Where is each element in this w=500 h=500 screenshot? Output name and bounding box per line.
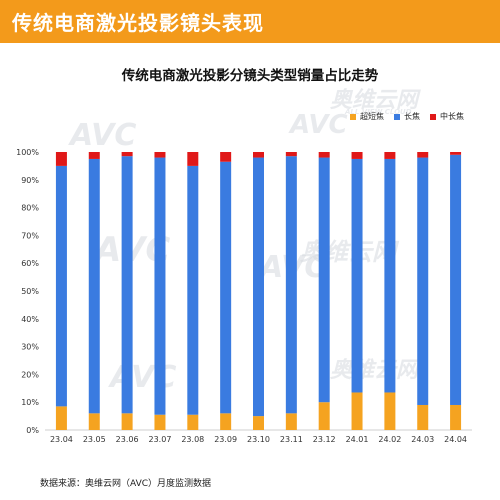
- bar-segment-series-2: [285, 152, 297, 157]
- bar-segment-series-2: [384, 152, 396, 159]
- x-tick-label: 24.01: [346, 435, 369, 444]
- y-tick-label: 50%: [21, 287, 39, 296]
- bar-segment-series-1: [351, 158, 363, 393]
- legend-label-long: 长焦: [404, 112, 420, 121]
- bar-segment-series-2: [121, 152, 133, 157]
- bar-segment-series-0: [187, 414, 199, 430]
- y-tick-label: 90%: [21, 176, 39, 185]
- legend-swatch-ultra-short: [350, 113, 356, 120]
- x-tick-label: 23.10: [247, 435, 270, 444]
- bar-segment-series-1: [55, 165, 67, 407]
- legend-label-mid-long: 中长焦: [440, 112, 464, 121]
- bar-segment-series-1: [318, 157, 330, 403]
- x-tick-label: 24.04: [444, 435, 467, 444]
- bar-segment-series-1: [154, 157, 166, 415]
- legend-label-ultra-short: 超短焦: [360, 112, 384, 121]
- bar-segment-series-1: [450, 154, 462, 405]
- watermark-en-top-right: ALL VIEW CLOUD: [345, 108, 412, 116]
- y-tick-label: 40%: [21, 315, 39, 324]
- x-tick-label: 23.11: [280, 435, 303, 444]
- y-tick-label: 60%: [21, 259, 39, 268]
- chart-title: 传统电商激光投影分镜头类型销量占比走势: [121, 68, 379, 84]
- bar-segment-series-1: [88, 158, 100, 414]
- banner-title: 传统电商激光投影镜头表现: [12, 11, 264, 35]
- x-tick-label: 24.03: [411, 435, 434, 444]
- legend-swatch-mid-long: [430, 113, 436, 120]
- bar-segment-series-0: [384, 392, 396, 430]
- bar-segment-series-2: [253, 152, 264, 158]
- bar-segment-series-0: [318, 402, 330, 430]
- watermark-brand-bottom: 奥维云网: [330, 358, 419, 383]
- bar-segment-series-1: [253, 157, 264, 417]
- bar-segment-series-2: [88, 152, 100, 159]
- legend-item-mid-long: 中长焦: [430, 111, 464, 122]
- bar-segment-series-0: [450, 404, 462, 430]
- bar-segment-series-2: [450, 152, 462, 155]
- bar-segment-series-1: [220, 161, 232, 414]
- y-tick-label: 70%: [21, 231, 39, 240]
- bar-segment-series-1: [187, 165, 199, 415]
- bar-segment-series-0: [351, 392, 363, 430]
- y-tick-label: 100%: [16, 148, 39, 157]
- y-tick-label: 0%: [26, 426, 39, 435]
- bar-segment-series-2: [351, 152, 363, 159]
- watermark-logo-top-left: AVC: [70, 118, 137, 153]
- x-tick-label: 23.09: [214, 435, 237, 444]
- bar-segment-series-1: [121, 156, 133, 414]
- x-tick-label: 23.04: [50, 435, 73, 444]
- bar-segment-series-1: [384, 158, 396, 393]
- bar-segment-series-1: [417, 157, 429, 405]
- bar-segment-series-0: [121, 413, 133, 430]
- x-tick-label: 24.02: [378, 435, 401, 444]
- bar-segment-series-0: [55, 406, 67, 430]
- bar-segment-series-0: [285, 413, 297, 430]
- bar-segment-series-2: [417, 152, 429, 158]
- bar-segment-series-2: [318, 152, 330, 158]
- bar-segment-series-0: [253, 416, 264, 430]
- bar-segment-series-2: [187, 152, 199, 166]
- watermark-logo-mid-right: AVC: [290, 110, 348, 140]
- bar-segment-series-2: [220, 152, 232, 162]
- bar-segment-series-2: [55, 152, 67, 166]
- x-tick-label: 23.07: [149, 435, 172, 444]
- legend-item-long: 长焦: [394, 111, 420, 122]
- chart-legend: 超短焦 长焦 中长焦: [350, 111, 464, 122]
- bar-segment-series-1: [285, 156, 297, 414]
- legend-swatch-long: [394, 113, 400, 120]
- legend-item-ultra-short: 超短焦: [350, 111, 384, 122]
- y-tick-label: 80%: [21, 204, 39, 213]
- header-banner: 传统电商激光投影镜头表现: [0, 0, 500, 43]
- x-tick-label: 23.05: [83, 435, 106, 444]
- bar-segment-series-0: [154, 414, 166, 430]
- x-tick-label: 23.12: [313, 435, 336, 444]
- y-tick-label: 30%: [21, 343, 39, 352]
- data-source-note: 数据来源：奥维云网（AVC）月度监测数据: [40, 479, 212, 489]
- y-tick-label: 10%: [21, 398, 39, 407]
- watermark-brand-top-right: 奥维云网: [330, 88, 419, 113]
- watermark-brand-center: 奥维云网: [300, 238, 396, 266]
- bar-segment-series-2: [154, 152, 166, 158]
- bar-segment-series-0: [88, 413, 100, 430]
- x-tick-label: 23.08: [181, 435, 204, 444]
- bar-segment-series-0: [220, 413, 232, 430]
- x-tick-label: 23.06: [116, 435, 139, 444]
- y-tick-label: 20%: [21, 370, 39, 379]
- bar-segment-series-0: [417, 404, 429, 430]
